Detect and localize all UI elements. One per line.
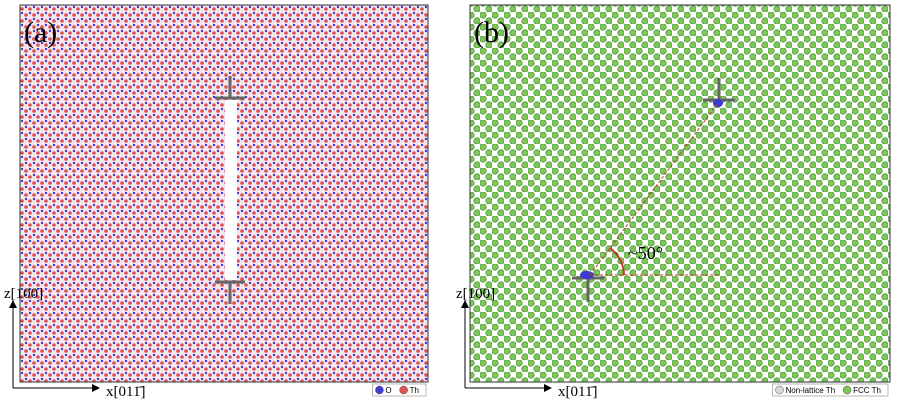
- x-axis-label: x[011̄]: [558, 384, 597, 400]
- angle-lines: [589, 102, 720, 276]
- panel-a-image: [19, 4, 429, 383]
- legend-box: [372, 383, 427, 397]
- legend-label: Non-lattice Th: [785, 386, 835, 395]
- dislocation: [215, 76, 245, 304]
- angle-annotation: ~50°: [628, 243, 663, 263]
- z-axis-label: z[100]: [456, 286, 495, 302]
- panel-label: (a): [24, 16, 57, 49]
- legend-swatch: [375, 385, 384, 395]
- legend-box: [772, 383, 889, 397]
- panel-label: (b): [474, 16, 509, 49]
- angle-arc: [609, 247, 625, 276]
- legend-label: Th: [410, 386, 419, 395]
- atom-cluster: [580, 271, 594, 279]
- panel-b-image: [469, 4, 891, 383]
- legend-label: FCC Th: [853, 386, 881, 395]
- x-axis-label: x[011̄]: [106, 384, 145, 400]
- atom-cluster: [713, 99, 723, 107]
- z-axis-label: z[100]: [4, 286, 43, 302]
- legend-swatch: [842, 385, 852, 395]
- void: [225, 100, 237, 280]
- legend-swatch: [399, 385, 408, 395]
- legend-swatch: [775, 385, 784, 395]
- legend-label: O: [385, 386, 391, 395]
